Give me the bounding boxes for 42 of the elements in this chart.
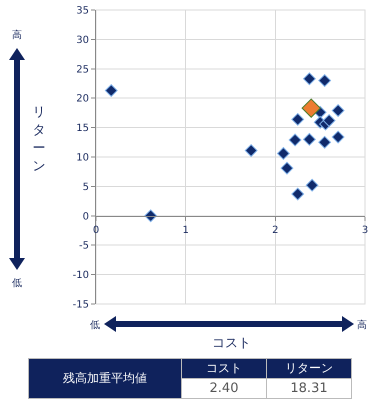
point: [280, 162, 294, 175]
point: [104, 84, 118, 97]
text: 低: [12, 277, 22, 290]
point: [318, 136, 331, 149]
text: 高: [357, 318, 367, 332]
text: 低: [90, 319, 100, 332]
text: リターン: [266, 358, 352, 378]
y-tick-label: 5: [82, 182, 89, 193]
point: [277, 147, 290, 160]
text: 2.40: [182, 378, 266, 398]
point: [306, 178, 318, 192]
point: [322, 114, 336, 127]
text: コスト: [182, 358, 266, 378]
point: [332, 104, 344, 117]
x-tick-label: 1: [182, 224, 189, 236]
point: [244, 144, 258, 157]
y-tick-label: 35: [76, 6, 89, 16]
y-tick-label: 15: [76, 123, 89, 134]
y-tick-label: 25: [76, 64, 89, 76]
x-axis-title: コスト: [212, 335, 251, 352]
y-axis-title: リターン: [32, 104, 46, 176]
text: 残高加重平均値: [28, 358, 182, 398]
point: [318, 74, 331, 87]
point: [302, 98, 321, 118]
point: [291, 113, 304, 126]
y-tick-label: -10: [72, 270, 89, 282]
x-tick-label: 3: [362, 224, 368, 236]
text: 高: [12, 28, 22, 42]
y-tick-label: -5: [79, 240, 89, 252]
point: [332, 130, 344, 144]
point: [291, 188, 304, 200]
point: [288, 134, 302, 146]
y-tick-label: 30: [76, 34, 89, 46]
y-tick-label: 20: [76, 94, 89, 105]
y-tick-label: 0: [82, 211, 89, 222]
x-tick-label: 0: [92, 224, 100, 236]
point: [303, 72, 316, 86]
text: 18.31: [266, 378, 352, 398]
y-tick-label: -15: [72, 300, 89, 310]
y-tick-label: 10: [76, 152, 89, 164]
x-tick-label: 2: [272, 224, 279, 236]
point: [303, 133, 316, 146]
